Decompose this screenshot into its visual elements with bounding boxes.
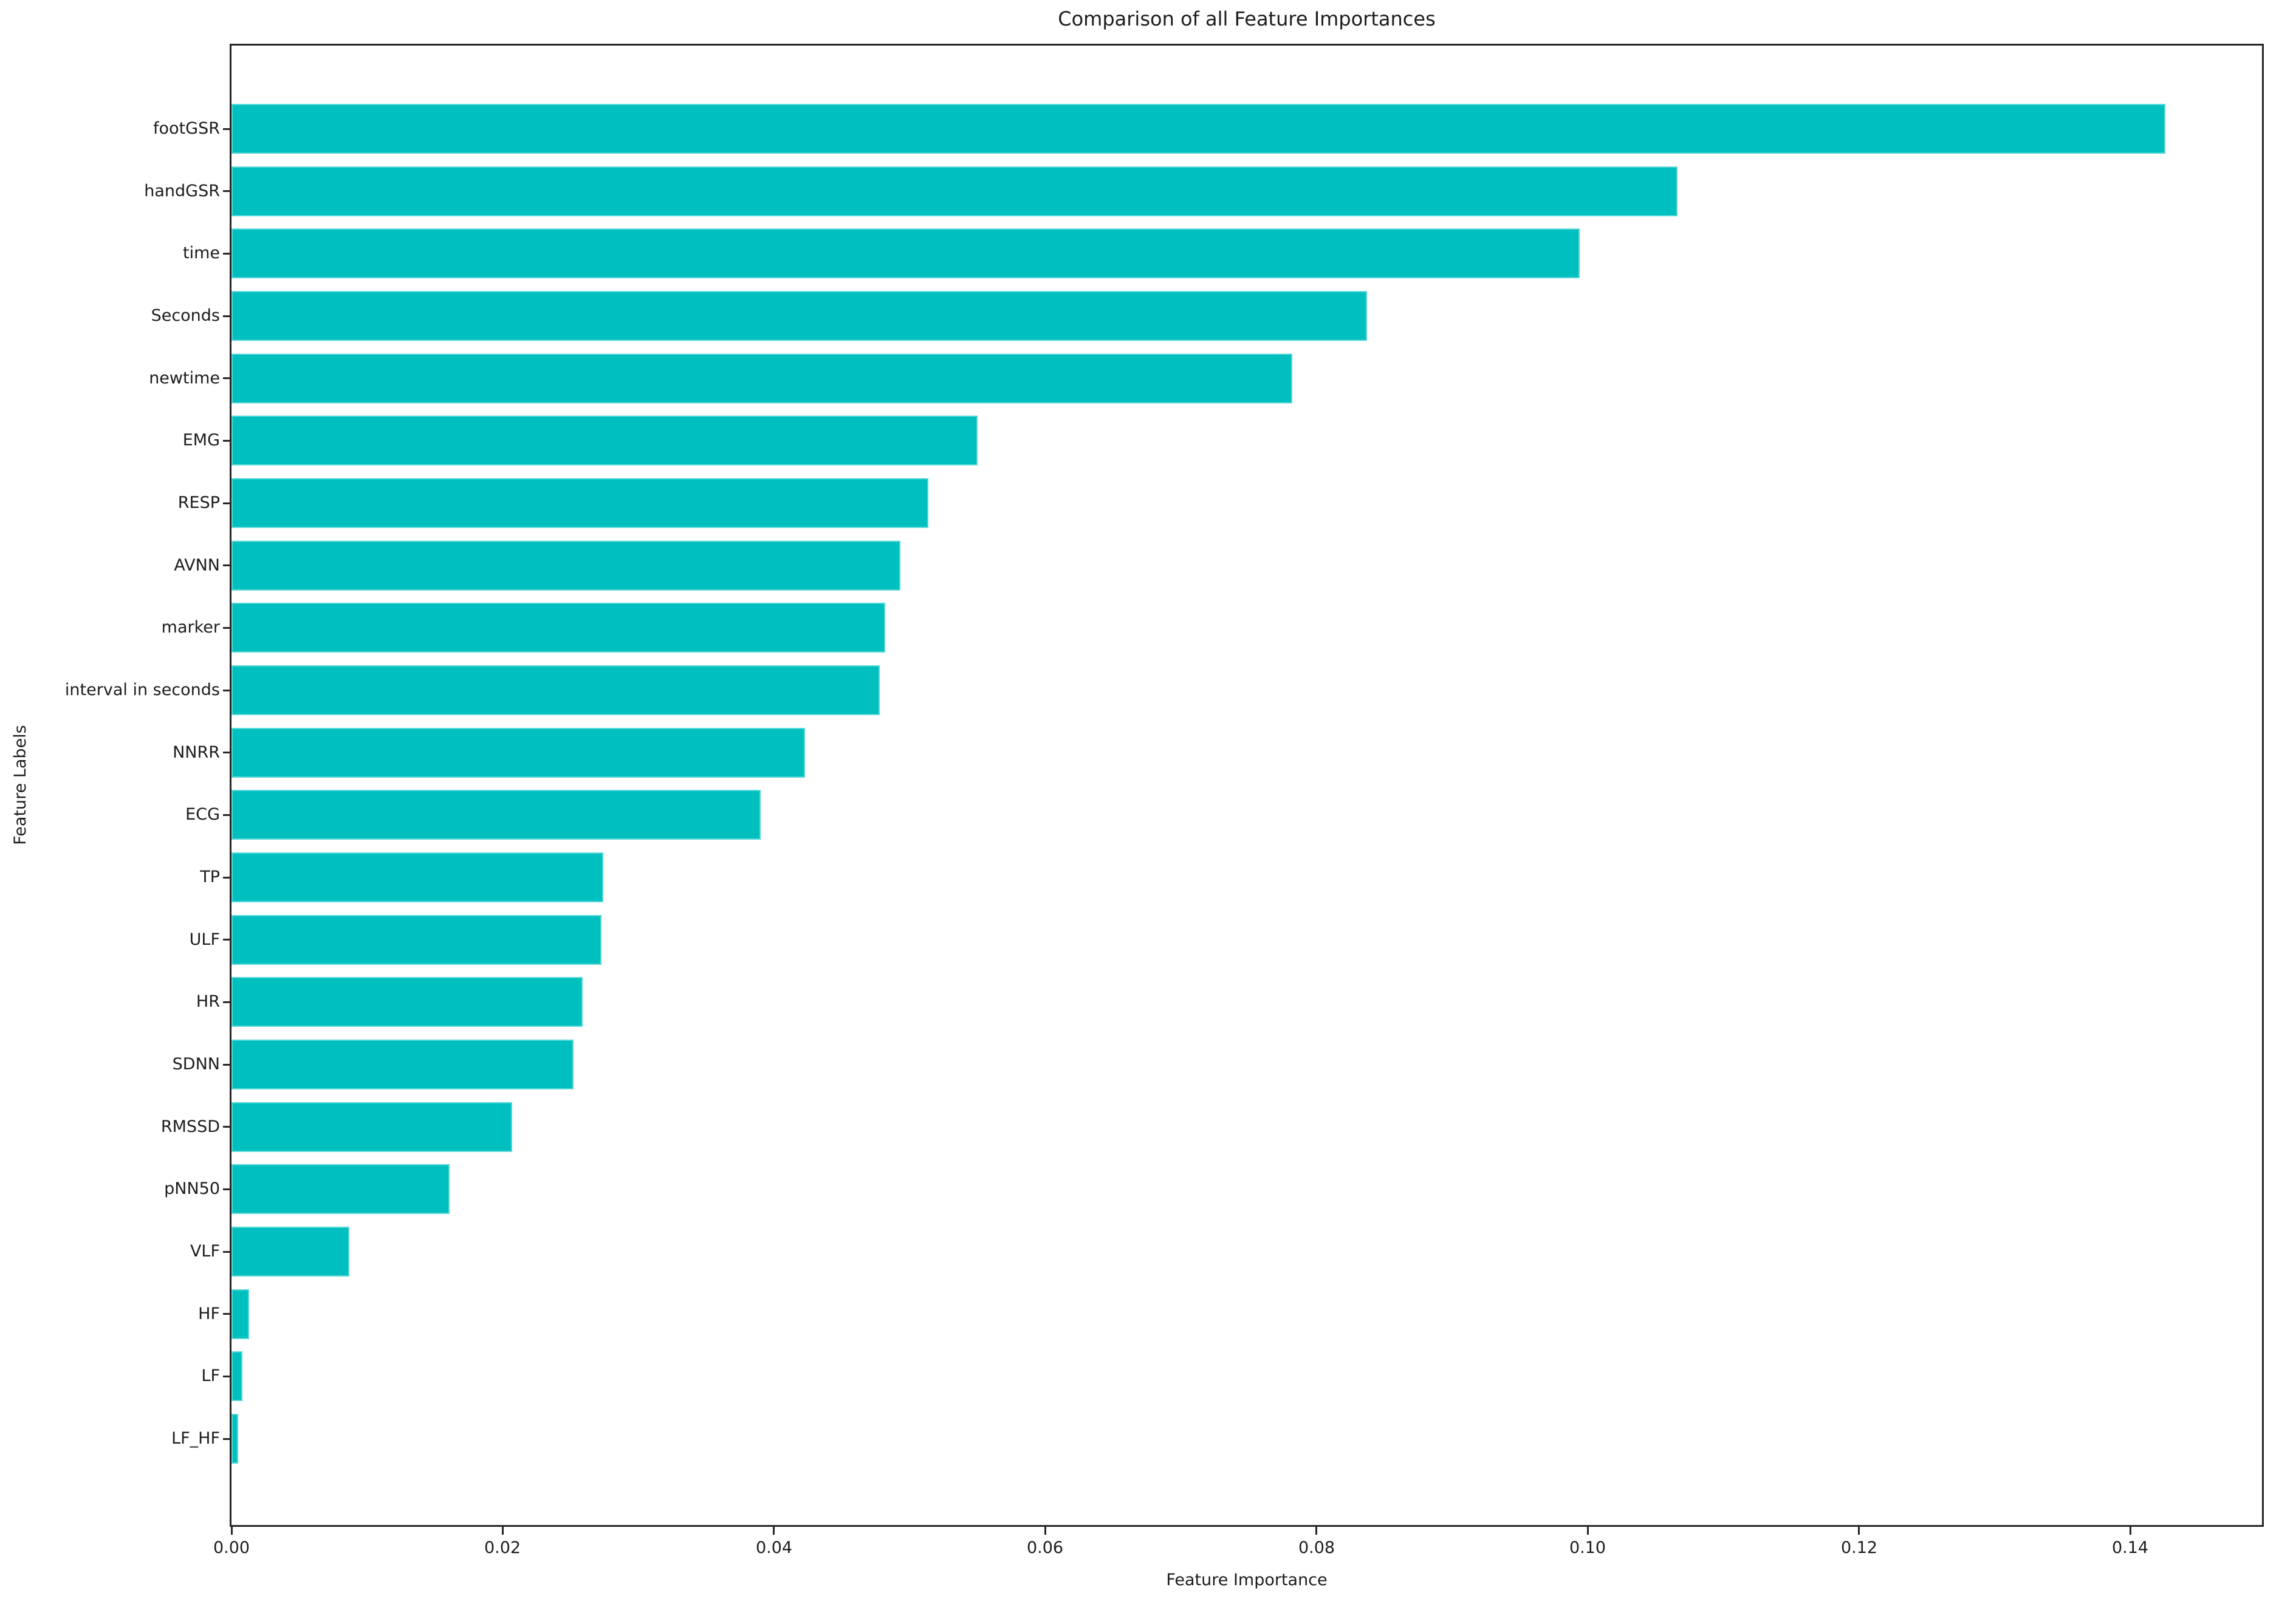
xtick-label-0.08: 0.08 — [1298, 1538, 1335, 1557]
ytick-label-LF_HF: LF_HF — [171, 1429, 220, 1448]
bar-ECG — [231, 790, 761, 840]
x-axis-label: Feature Importance — [1166, 1571, 1328, 1589]
ytick-label-ECG: ECG — [185, 805, 220, 824]
ytick-mark — [223, 814, 231, 816]
ytick-mark — [223, 502, 231, 504]
ytick-label-handGSR: handGSR — [144, 182, 220, 200]
ytick-label-footGSR: footGSR — [153, 119, 220, 138]
ytick-label-TP: TP — [200, 868, 220, 886]
ytick-mark — [223, 190, 231, 192]
ytick-label-interval-in-seconds: interval in seconds — [64, 680, 220, 699]
ytick-mark — [223, 939, 231, 941]
ytick-mark — [223, 690, 231, 691]
ytick-mark — [223, 1251, 231, 1253]
xtick-mark — [1587, 1527, 1589, 1535]
bar-time — [231, 228, 1580, 278]
ytick-mark — [223, 377, 231, 379]
ytick-label-ULF: ULF — [189, 930, 220, 949]
ytick-mark — [223, 128, 231, 130]
xtick-mark — [2130, 1527, 2131, 1535]
ytick-label-AVNN: AVNN — [174, 556, 220, 575]
ytick-mark — [223, 1376, 231, 1377]
ytick-label-HR: HR — [196, 992, 220, 1011]
bar-newtime — [231, 354, 1292, 403]
bar-footGSR — [231, 104, 2165, 154]
xtick-label-0.06: 0.06 — [1026, 1538, 1064, 1557]
xtick-label-0.10: 0.10 — [1569, 1538, 1606, 1557]
ytick-mark — [223, 1126, 231, 1128]
ytick-label-EMG: EMG — [182, 431, 220, 450]
xtick-label-0.12: 0.12 — [1840, 1538, 1878, 1557]
ytick-mark — [223, 1001, 231, 1003]
bar-TP — [231, 852, 603, 902]
ytick-label-Seconds: Seconds — [151, 306, 220, 325]
ytick-mark — [223, 1188, 231, 1190]
bar-LF — [231, 1351, 242, 1401]
ytick-label-LF: LF — [201, 1366, 220, 1385]
bar-VLF — [231, 1227, 349, 1277]
ytick-mark — [223, 1313, 231, 1315]
ytick-mark — [223, 627, 231, 629]
ytick-label-SDNN: SDNN — [172, 1055, 220, 1074]
ytick-label-newtime: newtime — [149, 369, 220, 388]
bar-EMG — [231, 416, 978, 465]
chart-title: Comparison of all Feature Importances — [1058, 7, 1436, 30]
xtick-label-0.02: 0.02 — [484, 1538, 521, 1557]
plot-area — [230, 44, 2264, 1527]
y-axis-label: Feature Labels — [11, 725, 30, 845]
bar-interval-in-seconds — [231, 665, 880, 715]
ytick-label-RESP: RESP — [177, 493, 220, 512]
xtick-mark — [1858, 1527, 1860, 1535]
ytick-label-RMSSD: RMSSD — [160, 1117, 220, 1136]
bar-AVNN — [231, 541, 900, 591]
bar-handGSR — [231, 166, 1677, 216]
ytick-mark — [223, 564, 231, 566]
bar-SDNN — [231, 1040, 574, 1089]
ytick-mark — [223, 440, 231, 442]
bar-pNN50 — [231, 1164, 450, 1214]
ytick-mark — [223, 1438, 231, 1440]
bar-HF — [231, 1289, 249, 1339]
bar-marker — [231, 603, 885, 653]
bar-RESP — [231, 478, 928, 528]
ytick-mark — [223, 1064, 231, 1066]
bar-ULF — [231, 915, 601, 965]
ytick-mark — [223, 253, 231, 255]
xtick-mark — [231, 1527, 233, 1535]
xtick-mark — [1044, 1527, 1046, 1535]
ytick-label-HF: HF — [198, 1304, 220, 1323]
bar-RMSSD — [231, 1102, 512, 1152]
xtick-label-0.04: 0.04 — [755, 1538, 793, 1557]
xtick-label-0.14: 0.14 — [2111, 1538, 2149, 1557]
ytick-mark — [223, 877, 231, 879]
xtick-mark — [502, 1527, 504, 1535]
ytick-label-VLF: VLF — [190, 1242, 220, 1261]
xtick-mark — [1315, 1527, 1317, 1535]
bar-Seconds — [231, 291, 1367, 341]
ytick-label-pNN50: pNN50 — [164, 1179, 220, 1198]
ytick-label-marker: marker — [161, 618, 220, 637]
xtick-label-0.00: 0.00 — [213, 1538, 250, 1557]
bar-LF_HF — [231, 1414, 238, 1464]
bar-HR — [231, 977, 583, 1027]
ytick-label-time: time — [182, 244, 220, 262]
ytick-mark — [223, 315, 231, 317]
xtick-mark — [773, 1527, 775, 1535]
bar-NNRR — [231, 728, 805, 778]
ytick-mark — [223, 752, 231, 753]
ytick-label-NNRR: NNRR — [173, 743, 220, 762]
